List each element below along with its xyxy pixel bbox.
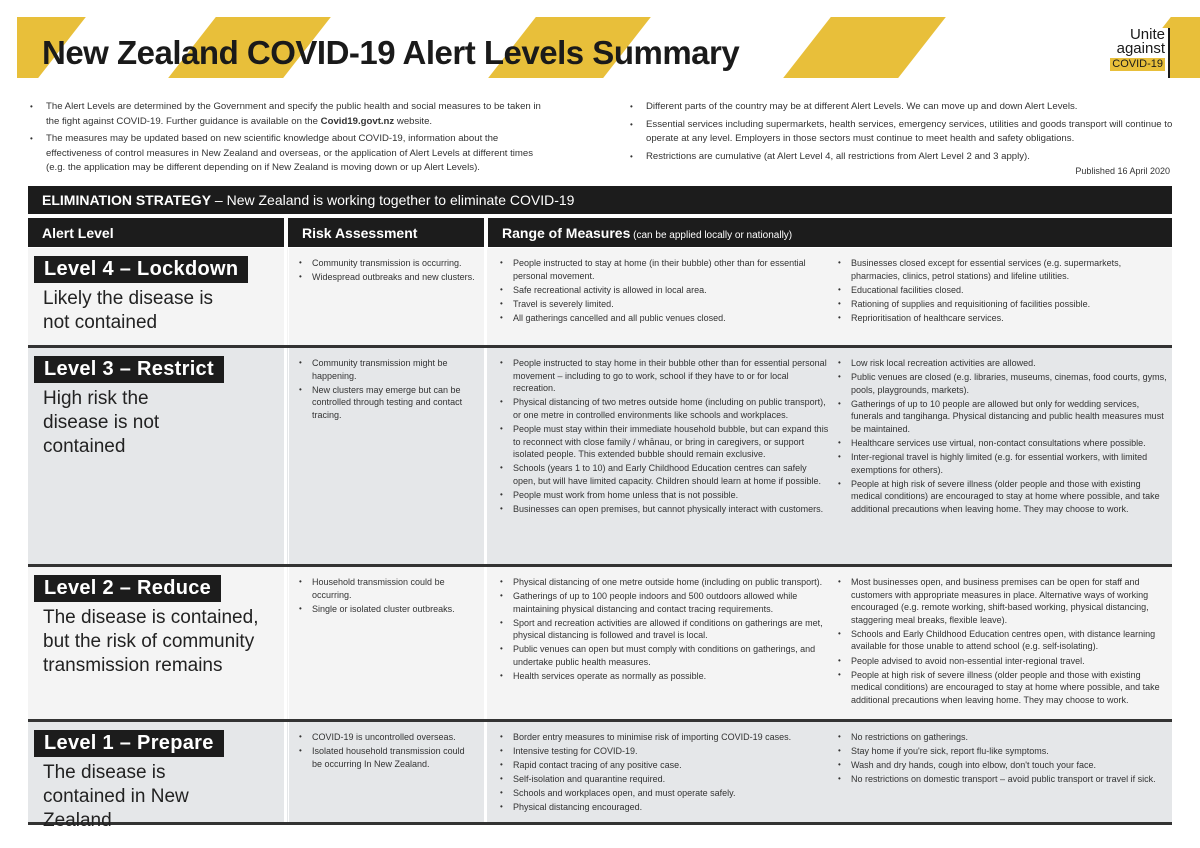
- published-date: Published 16 April 2020: [1075, 166, 1170, 176]
- measure-item: Inter-regional travel is highly limited …: [838, 451, 1168, 476]
- measure-item: Public venues are closed (e.g. libraries…: [838, 371, 1168, 396]
- level-description: High risk the disease is not contained: [43, 388, 160, 457]
- measure-item: Businesses can open premises, but cannot…: [500, 503, 830, 516]
- measure-item: Community transmission might be happenin…: [299, 357, 476, 382]
- column-header-alert-level: Alert Level: [28, 218, 284, 247]
- measure-item: Rationing of supplies and requisitioning…: [838, 298, 1168, 311]
- alert-level-cell: Level 2 – Reduce The disease is containe…: [28, 567, 284, 719]
- risk-assessment-cell: Community transmission might be happenin…: [288, 348, 484, 564]
- measure-item: Schools and workplaces open, and must op…: [500, 787, 830, 800]
- measure-item: Stay home if you're sick, report flu-lik…: [838, 745, 1168, 758]
- alert-level-cell: Level 3 – Restrict High risk the disease…: [28, 348, 284, 564]
- measures-cell: Border entry measures to minimise risk o…: [488, 722, 1172, 822]
- measure-item: Rapid contact tracing of any positive ca…: [500, 759, 830, 772]
- measure-item: Household transmission could be occurrin…: [299, 576, 476, 601]
- measure-item: No restrictions on domestic transport – …: [838, 773, 1168, 786]
- measure-item: Physical distancing of two metres outsid…: [500, 396, 830, 421]
- elimination-strategy-banner: ELIMINATION STRATEGY – New Zealand is wo…: [28, 186, 1172, 214]
- level-badge: Level 4 – Lockdown: [34, 256, 249, 283]
- unite-against-covid-logo: Unite against COVID-19: [1104, 27, 1170, 78]
- measure-item: Widespread outbreaks and new clusters.: [299, 271, 476, 284]
- measure-item: Most businesses open, and business premi…: [838, 576, 1168, 626]
- measure-item: People instructed to stay home in their …: [500, 357, 830, 395]
- measure-item: Sport and recreation activities are allo…: [500, 617, 830, 642]
- measure-item: Single or isolated cluster outbreaks.: [299, 603, 476, 616]
- alert-level-cell: Level 1 – Prepare The disease is contain…: [28, 722, 284, 831]
- alert-level-row: Level 1 – Prepare The disease is contain…: [28, 722, 1172, 831]
- measure-item: Travel is severely limited.: [500, 298, 830, 311]
- risk-assessment-cell: Community transmission is occurring.Wide…: [288, 248, 484, 345]
- intro-bullet: Different parts of the country may be at…: [628, 100, 1176, 115]
- measure-item: People must work from home unless that i…: [500, 489, 830, 502]
- level-description: The disease is contained in New Zealand: [43, 762, 189, 831]
- measure-item: COVID-19 is uncontrolled overseas.: [299, 731, 476, 744]
- intro-bullet: Essential services including supermarket…: [628, 118, 1176, 147]
- measure-item: No restrictions on gatherings.: [838, 731, 1168, 744]
- alert-level-row: Level 2 – Reduce The disease is containe…: [28, 567, 1172, 722]
- measure-item: People instructed to stay at home (in th…: [500, 257, 830, 282]
- measure-item: Healthcare services use virtual, non-con…: [838, 437, 1168, 450]
- alert-level-cell: Level 4 – Lockdown Likely the disease is…: [28, 248, 284, 345]
- intro-bullet: Restrictions are cumulative (at Alert Le…: [628, 150, 1176, 165]
- measures-cell: People instructed to stay home in their …: [488, 348, 1172, 564]
- measure-item: Low risk local recreation activities are…: [838, 357, 1168, 370]
- measure-item: Businesses closed except for essential s…: [838, 257, 1168, 282]
- measure-item: Gatherings of up to 10 people are allowe…: [838, 398, 1168, 436]
- measure-item: Schools (years 1 to 10) and Early Childh…: [500, 462, 830, 487]
- measure-item: Reprioritisation of healthcare services.: [838, 312, 1168, 325]
- measure-item: Intensive testing for COVID-19.: [500, 745, 830, 758]
- level-badge: Level 2 – Reduce: [34, 575, 222, 602]
- measures-cell: Physical distancing of one metre outside…: [488, 567, 1172, 719]
- risk-assessment-cell: COVID-19 is uncontrolled overseas.Isolat…: [288, 722, 484, 822]
- intro-left: The Alert Levels are determined by the G…: [28, 100, 548, 179]
- alert-level-row: Level 4 – Lockdown Likely the disease is…: [28, 248, 1172, 348]
- measure-item: People advised to avoid non-essential in…: [838, 655, 1168, 668]
- measure-item: Self-isolation and quarantine required.: [500, 773, 830, 786]
- measure-item: Physical distancing encouraged.: [500, 801, 830, 814]
- measure-item: Schools and Early Childhood Education ce…: [838, 628, 1168, 653]
- intro-right: Different parts of the country may be at…: [628, 100, 1176, 167]
- level-badge: Level 1 – Prepare: [34, 730, 224, 757]
- intro-bullet: The measures may be updated based on new…: [28, 132, 548, 176]
- measure-item: Community transmission is occurring.: [299, 257, 476, 270]
- level-badge: Level 3 – Restrict: [34, 356, 224, 383]
- intro-bullet: The Alert Levels are determined by the G…: [28, 100, 548, 129]
- page-title: New Zealand COVID-19 Alert Levels Summar…: [42, 34, 740, 71]
- column-header-measures: Range of Measures (can be applied locall…: [488, 218, 1172, 247]
- alert-level-row: Level 3 – Restrict High risk the disease…: [28, 348, 1172, 567]
- level-description: The disease is contained, but the risk o…: [43, 607, 259, 676]
- measure-item: Educational facilities closed.: [838, 284, 1168, 297]
- column-header-risk: Risk Assessment: [288, 218, 484, 247]
- measures-cell: People instructed to stay at home (in th…: [488, 248, 1172, 345]
- measure-item: Wash and dry hands, cough into elbow, do…: [838, 759, 1168, 772]
- covid19-link[interactable]: Covid19.govt.nz: [320, 115, 395, 127]
- measure-item: People must stay within their immediate …: [500, 423, 830, 461]
- measure-item: Health services operate as normally as p…: [500, 670, 830, 683]
- measure-item: People at high risk of severe illness (o…: [838, 669, 1168, 707]
- measure-item: All gatherings cancelled and all public …: [500, 312, 830, 325]
- measure-item: Public venues can open but must comply w…: [500, 643, 830, 668]
- level-description: Likely the disease is not contained: [43, 288, 214, 333]
- measure-item: Gatherings of up to 100 people indoors a…: [500, 590, 830, 615]
- measure-item: Physical distancing of one metre outside…: [500, 576, 830, 589]
- measure-item: Isolated household transmission could be…: [299, 745, 476, 770]
- measure-item: People at high risk of severe illness (o…: [838, 478, 1168, 516]
- measure-item: New clusters may emerge but can be contr…: [299, 384, 476, 422]
- measure-item: Safe recreational activity is allowed in…: [500, 284, 830, 297]
- measure-item: Border entry measures to minimise risk o…: [500, 731, 830, 744]
- risk-assessment-cell: Household transmission could be occurrin…: [288, 567, 484, 719]
